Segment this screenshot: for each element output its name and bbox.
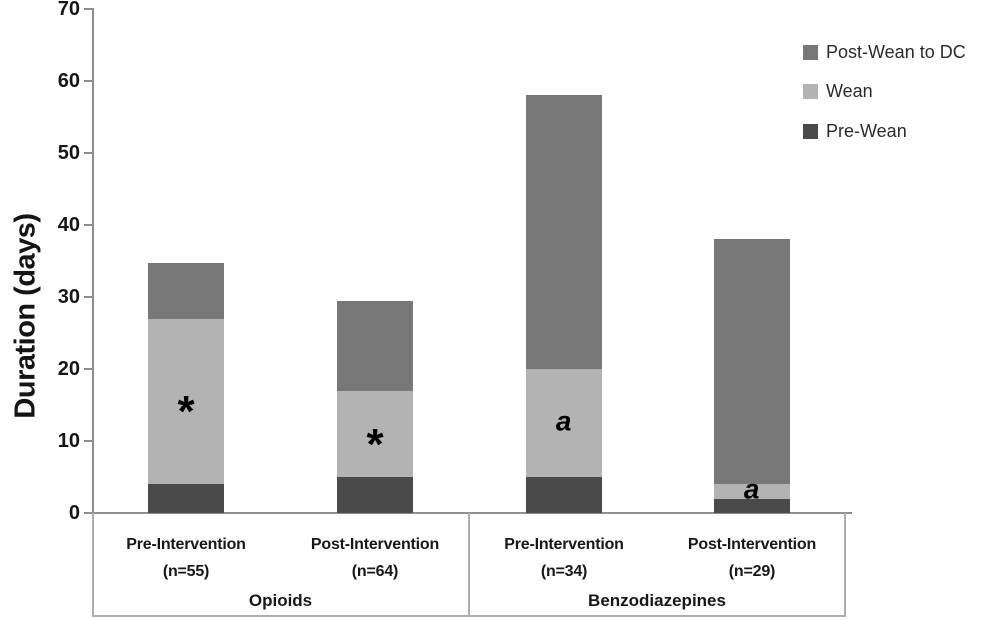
- y-tick-label: 10: [57, 430, 80, 452]
- y-tick-mark: [84, 440, 93, 442]
- frame-left-line: [92, 513, 94, 616]
- y-tick-mark: [84, 368, 93, 370]
- y-tick-label: 40: [57, 214, 80, 236]
- y-tick-label: 50: [57, 142, 80, 164]
- bar-segment-post-wean-to-dc: [148, 263, 224, 319]
- significance-annotation: a: [743, 473, 760, 505]
- category-label: Post-Intervention (n=29): [688, 531, 816, 585]
- significance-annotation: *: [177, 387, 195, 437]
- category-label: Post-Intervention (n=64): [311, 531, 439, 585]
- category-label-n-count: (n=64): [351, 563, 399, 580]
- legend-swatch-icon: [803, 83, 818, 99]
- bar-segment-wean: [714, 484, 790, 499]
- category-label-line1: Post-Intervention: [310, 536, 440, 553]
- bar-segment-post-wean-to-dc: [337, 301, 413, 391]
- bar-segment-pre-wean: [337, 477, 413, 513]
- bar-segment-wean: [148, 318, 224, 485]
- category-label-n-count: (n=55): [162, 563, 210, 580]
- category-label-line1: Pre-Intervention: [504, 536, 624, 553]
- legend-item: Post-Wean to DC: [803, 41, 966, 62]
- category-label-line1: Pre-Intervention: [126, 536, 246, 553]
- bar-segment-pre-wean: [714, 498, 790, 513]
- legend-item: Pre-Wean: [803, 120, 907, 141]
- legend-swatch-icon: [803, 44, 818, 60]
- category-label-n-count: (n=29): [728, 563, 776, 580]
- y-tick-label: 70: [57, 0, 80, 20]
- category-label: Pre-Intervention (n=55): [126, 531, 246, 585]
- category-label: Pre-Intervention (n=34): [504, 531, 624, 585]
- y-tick-label: 20: [57, 358, 80, 380]
- drug-group-label: Benzodiazepines: [588, 591, 726, 610]
- bar-segment-wean: [526, 369, 602, 477]
- legend-label: Wean: [826, 80, 873, 101]
- category-label-n-count: (n=34): [540, 563, 588, 580]
- significance-annotation: *: [366, 419, 384, 469]
- bar-segment-post-wean-to-dc: [526, 95, 602, 369]
- bar-segment-post-wean-to-dc: [714, 239, 790, 485]
- y-tick-mark: [84, 296, 93, 298]
- frame-bottom-line: [92, 615, 846, 617]
- y-tick-mark: [84, 512, 93, 514]
- bar-segment-wean: [337, 390, 413, 477]
- y-tick-label: 30: [57, 286, 80, 308]
- frame-right-line: [844, 513, 846, 616]
- category-label-line1: Post-Intervention: [687, 536, 817, 553]
- y-axis-title: Duration (days): [9, 213, 42, 419]
- legend-label: Post-Wean to DC: [826, 41, 966, 62]
- legend-label: Pre-Wean: [826, 120, 907, 141]
- significance-annotation: a: [555, 405, 572, 437]
- y-tick-label: 60: [57, 70, 80, 92]
- legend-item: Wean: [803, 80, 873, 101]
- bar-segment-pre-wean: [148, 484, 224, 513]
- y-tick-mark: [84, 224, 93, 226]
- legend-swatch-icon: [803, 123, 818, 139]
- drug-group-label: Opioids: [248, 591, 313, 610]
- y-tick-label: 0: [68, 502, 80, 524]
- y-axis-line: [92, 8, 94, 514]
- y-tick-mark: [84, 80, 93, 82]
- y-tick-mark: [84, 152, 93, 154]
- bar-segment-pre-wean: [526, 477, 602, 513]
- frame-group-divider-line: [468, 513, 470, 616]
- y-tick-mark: [84, 8, 93, 10]
